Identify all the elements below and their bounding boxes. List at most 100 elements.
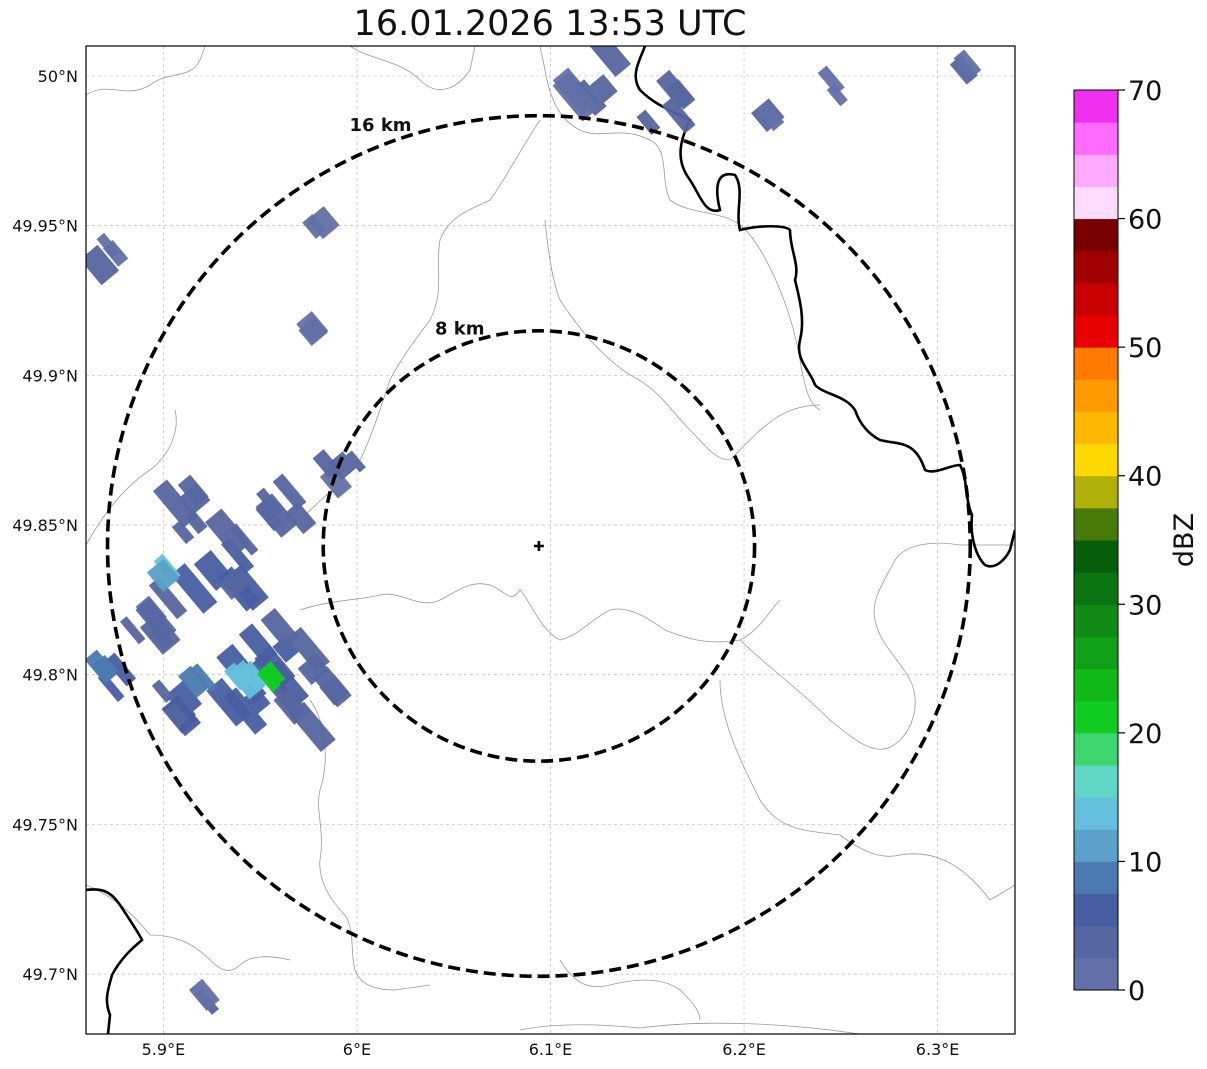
colorbar-segment — [1074, 700, 1118, 734]
regional-boundary — [299, 119, 541, 521]
lat-tick-label: 49.9°N — [22, 366, 78, 385]
reflectivity-cell — [661, 96, 696, 134]
range-ring-label: 16 km — [350, 115, 412, 136]
colorbar-segment — [1074, 797, 1118, 830]
lat-tick-label: 49.7°N — [22, 965, 78, 984]
colorbar-segment — [1074, 861, 1118, 895]
colorbar-segment — [1074, 540, 1118, 573]
reflectivity-cell — [164, 702, 189, 729]
reflectivity-cell — [255, 501, 283, 532]
longitude-tick-labels: 5.9°E 6°E 6.1°E 6.2°E 6.3°E — [142, 1040, 960, 1059]
country-border — [86, 888, 144, 1034]
colorbar-segment — [1074, 925, 1118, 959]
colorbar-segment — [1074, 893, 1118, 927]
reflectivity-cell — [756, 101, 785, 132]
lat-tick-label: 49.95°N — [12, 217, 78, 236]
regional-boundary — [86, 884, 291, 971]
colorbar-segment — [1074, 765, 1118, 798]
colorbar-segment — [1074, 732, 1118, 766]
colorbar-tick-label: 60 — [1128, 205, 1162, 236]
regional-boundary — [299, 583, 781, 643]
colorbar-frame — [1073, 89, 1119, 991]
colorbar-segment — [1074, 475, 1118, 509]
colorbar-segment — [1074, 507, 1118, 541]
reflectivity-cell — [170, 563, 218, 614]
reflectivity-cell — [86, 244, 120, 286]
lat-tick-label: 49.85°N — [12, 516, 78, 535]
reflectivity-cell — [272, 635, 299, 663]
colorbar-segment — [1074, 829, 1118, 862]
lon-tick-label: 6.3°E — [916, 1040, 960, 1059]
reflectivity-cell — [151, 679, 174, 703]
colorbar-segment — [1074, 218, 1118, 252]
reflectivity-cell — [297, 653, 330, 686]
lon-tick-label: 6.2°E — [722, 1040, 766, 1059]
colorbar-tick-label: 10 — [1128, 847, 1162, 878]
reflectivity-cell — [587, 46, 631, 77]
reflectivity-cell — [92, 654, 119, 682]
colorbar-segment — [1074, 636, 1118, 670]
latitude-tick-labels: 50°N 49.95°N 49.9°N 49.85°N 49.8°N 49.75°N 49.… — [12, 67, 78, 984]
reflectivity-cell — [104, 652, 137, 687]
regional-boundary — [544, 219, 821, 461]
colorbar-tick-label: 0 — [1128, 976, 1145, 1007]
colorbar-segment — [1074, 347, 1118, 380]
reflectivity-cell — [953, 49, 982, 79]
reflectivity-cell — [589, 74, 618, 103]
reflectivity-cell — [272, 473, 307, 511]
reflectivity-cell — [256, 487, 283, 517]
colorbar-segment — [1074, 154, 1118, 187]
regional-boundary — [349, 46, 476, 91]
colorbar-tick-label: 20 — [1128, 719, 1162, 750]
regional-boundary — [519, 1022, 861, 1034]
radar-center-marker — [533, 540, 544, 551]
range-ring — [321, 329, 757, 763]
lon-tick-label: 5.9°E — [142, 1040, 186, 1059]
colorbar-segment — [1074, 668, 1118, 702]
reflectivity-cell — [306, 206, 340, 240]
colorbar-segment — [1074, 604, 1118, 637]
gridlines — [86, 46, 1015, 1034]
colorbar-label: dBZ — [1169, 513, 1200, 567]
reflectivity-cell — [259, 661, 286, 688]
reflectivity-cell — [205, 508, 251, 558]
colorbar-segment — [1074, 379, 1118, 412]
reflectivity-cell — [177, 474, 209, 507]
regional-boundary — [739, 542, 1015, 750]
reflectivity-cell — [285, 501, 317, 535]
reflectivity-cell — [656, 69, 693, 110]
regional-boundary — [86, 46, 206, 96]
reflectivity-cell — [191, 663, 218, 693]
regional-boundary — [839, 834, 1015, 901]
lon-tick-label: 6.1°E — [529, 1040, 573, 1059]
range-rings: 8 km 16 km — [105, 113, 973, 979]
colorbar-segment — [1074, 90, 1118, 123]
reflectivity-echoes — [86, 46, 982, 1015]
colorbar-tick-label: 30 — [1128, 590, 1162, 621]
reflectivity-cell — [119, 616, 146, 645]
colorbar: 0 10 20 30 40 50 60 70 dBZ — [1073, 76, 1200, 1007]
colorbar-tick-label: 70 — [1128, 76, 1162, 107]
colorbar-segment — [1074, 572, 1118, 605]
reflectivity-cell — [168, 680, 203, 716]
reflectivity-cell — [238, 660, 269, 693]
reflectivity-cell — [345, 450, 366, 473]
regional-boundary — [559, 959, 701, 1021]
regional-boundary — [719, 679, 841, 836]
lat-tick-label: 49.8°N — [22, 666, 78, 685]
reflectivity-cell — [552, 71, 600, 122]
reflectivity-cell — [178, 665, 210, 699]
colorbar-segment — [1074, 186, 1118, 220]
reflectivity-cell — [328, 451, 357, 481]
reflectivity-cell — [146, 558, 180, 593]
reflectivity-cell — [171, 520, 195, 545]
range-ring — [105, 113, 973, 979]
lat-tick-label: 49.75°N — [12, 815, 78, 834]
colorbar-segment — [1074, 443, 1118, 477]
range-ring-label: 8 km — [435, 319, 485, 340]
map-title: 16.01.2026 13:53 UTC — [353, 4, 747, 44]
reflectivity-cell — [817, 65, 845, 95]
reflectivity-cell — [217, 568, 250, 600]
reflectivity-cell — [319, 674, 350, 706]
reflectivity-cell — [152, 479, 198, 528]
